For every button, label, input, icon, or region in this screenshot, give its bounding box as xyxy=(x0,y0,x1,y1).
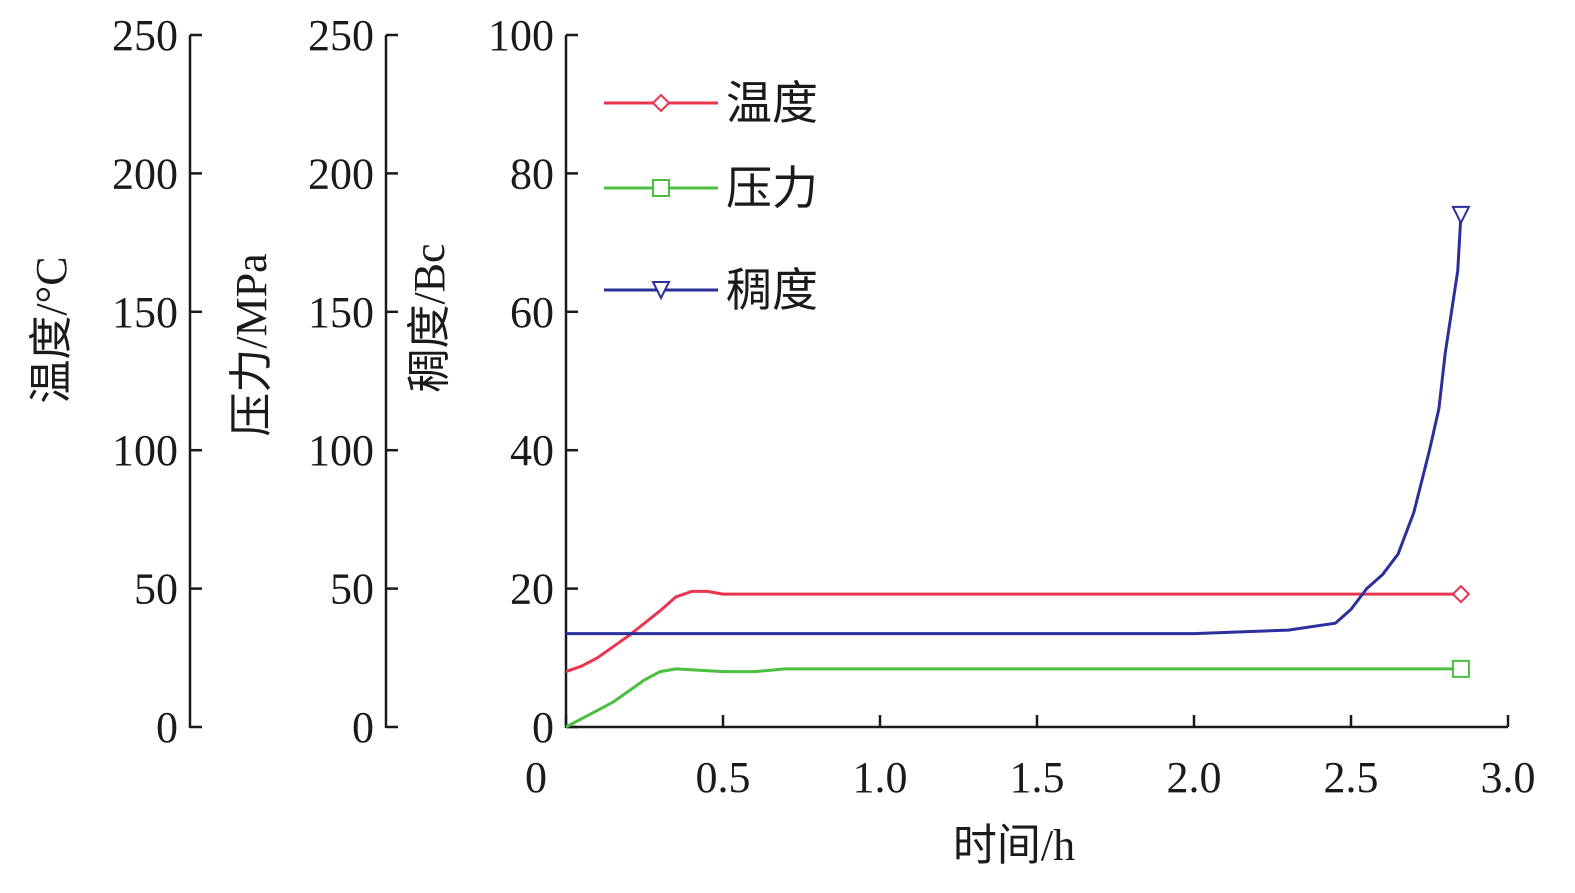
legend-marker-consistency xyxy=(651,281,671,301)
series-end-marker-pressure xyxy=(1451,659,1470,678)
x-tick-label: 0 xyxy=(525,753,547,802)
pressure-tick-label: 250 xyxy=(308,11,374,60)
pressure-tick-label: 0 xyxy=(352,703,374,752)
legend-marker-temp xyxy=(651,93,671,113)
temp-tick-label: 200 xyxy=(112,149,178,198)
temp-tick-label: 100 xyxy=(112,426,178,475)
series-line-pressure xyxy=(565,667,1461,729)
temperature-axis: 0 50 100 150 200 250 温度/°C xyxy=(27,11,202,752)
pressure-axis: 0 50 100 150 200 250 压力/MPa xyxy=(227,11,398,752)
pressure-tick-label: 200 xyxy=(308,149,374,198)
consistency-tick-label: 60 xyxy=(510,288,554,337)
consistency-axis: 0 20 40 60 80 100 稠度/Bc xyxy=(405,11,578,752)
legend-label-consistency: 稠度 xyxy=(726,265,818,316)
legend-marker-pressure xyxy=(652,179,670,197)
x-tick-label: 0.5 xyxy=(696,753,751,802)
temp-tick-label: 0 xyxy=(156,703,178,752)
temp-tick-label: 50 xyxy=(134,565,178,614)
pressure-axis-label: 压力/MPa xyxy=(227,253,276,436)
consistency-axis-label: 稠度/Bc xyxy=(405,243,454,392)
series-end-marker-temp xyxy=(1451,584,1471,604)
consistency-tick-label: 40 xyxy=(510,426,554,475)
temp-tick-label: 150 xyxy=(112,288,178,337)
legend-label-pressure: 压力 xyxy=(726,163,818,214)
x-tick-label: 1.0 xyxy=(853,753,908,802)
pressure-tick-label: 100 xyxy=(308,426,374,475)
legend-label-temp: 温度 xyxy=(726,78,818,129)
consistency-tick-label: 100 xyxy=(488,11,554,60)
x-tick-label: 2.5 xyxy=(1324,753,1379,802)
temp-tick-label: 250 xyxy=(112,11,178,60)
consistency-tick-label: 80 xyxy=(510,149,554,198)
pressure-tick-label: 50 xyxy=(330,565,374,614)
time-axis: 0 0.5 1.0 1.5 2.0 2.5 3.0 时间/h xyxy=(525,715,1536,870)
series-line-temp xyxy=(565,589,1461,674)
time-axis-label: 时间/h xyxy=(953,821,1075,870)
series-layer xyxy=(565,205,1471,729)
x-tick-label: 3.0 xyxy=(1481,753,1536,802)
consistency-tick-label: 0 xyxy=(532,703,554,752)
series-line-consistency xyxy=(566,214,1463,636)
series-end-marker-consistency xyxy=(1451,205,1471,226)
consistency-tick-label: 20 xyxy=(510,565,554,614)
temperature-axis-label: 温度/°C xyxy=(27,256,76,403)
x-tick-label: 2.0 xyxy=(1167,753,1222,802)
pressure-tick-label: 150 xyxy=(308,288,374,337)
x-tick-label: 1.5 xyxy=(1010,753,1065,802)
